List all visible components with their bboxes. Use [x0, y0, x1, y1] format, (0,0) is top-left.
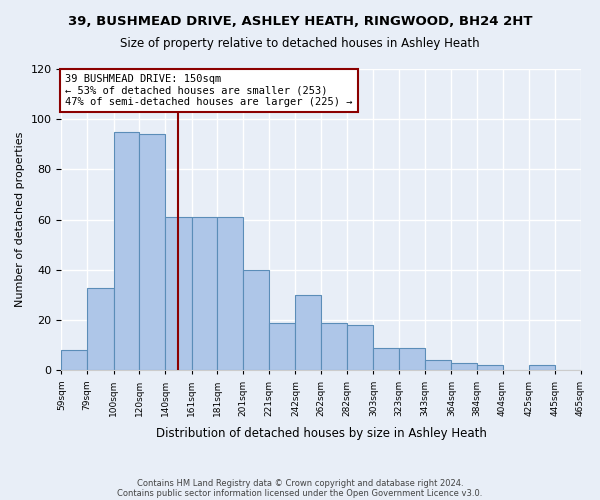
Bar	[477, 366, 503, 370]
Bar	[347, 326, 373, 370]
Bar	[165, 217, 192, 370]
Bar	[87, 288, 114, 370]
Bar	[295, 295, 321, 370]
Bar	[321, 323, 347, 370]
Bar	[451, 363, 477, 370]
Bar	[114, 132, 139, 370]
Text: 39 BUSHMEAD DRIVE: 150sqm
← 53% of detached houses are smaller (253)
47% of semi: 39 BUSHMEAD DRIVE: 150sqm ← 53% of detac…	[65, 74, 353, 107]
Y-axis label: Number of detached properties: Number of detached properties	[15, 132, 25, 308]
Bar	[192, 217, 217, 370]
Bar	[139, 134, 165, 370]
Bar	[217, 217, 243, 370]
Bar	[243, 270, 269, 370]
Bar	[373, 348, 399, 370]
Bar	[399, 348, 425, 370]
Bar	[529, 366, 555, 370]
Text: 39, BUSHMEAD DRIVE, ASHLEY HEATH, RINGWOOD, BH24 2HT: 39, BUSHMEAD DRIVE, ASHLEY HEATH, RINGWO…	[68, 15, 532, 28]
Text: Contains public sector information licensed under the Open Government Licence v3: Contains public sector information licen…	[118, 488, 482, 498]
X-axis label: Distribution of detached houses by size in Ashley Heath: Distribution of detached houses by size …	[155, 427, 487, 440]
Bar	[425, 360, 451, 370]
Bar	[61, 350, 87, 370]
Text: Contains HM Land Registry data © Crown copyright and database right 2024.: Contains HM Land Registry data © Crown c…	[137, 478, 463, 488]
Bar	[269, 323, 295, 370]
Text: Size of property relative to detached houses in Ashley Heath: Size of property relative to detached ho…	[120, 38, 480, 51]
